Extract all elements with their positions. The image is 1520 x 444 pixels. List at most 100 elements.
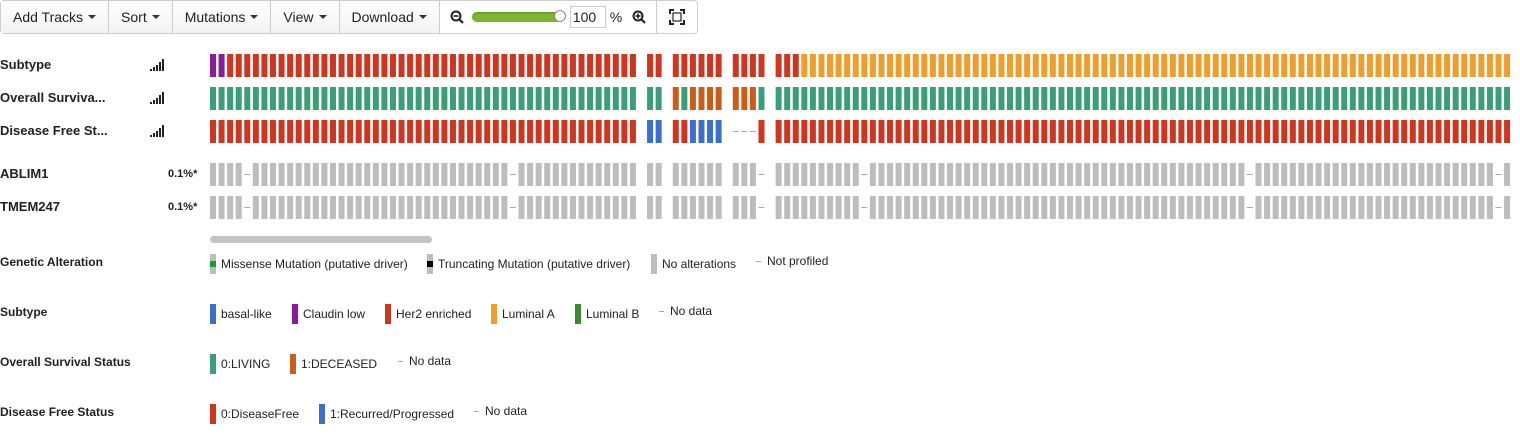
signal-bars-icon[interactable] (150, 59, 165, 71)
oncoprint-cell (1101, 120, 1108, 143)
oncoprint-cell (1324, 196, 1331, 219)
oncoprint-cell (1221, 196, 1228, 219)
oncoprint-cell (1418, 163, 1425, 186)
oncoprint-cell (1126, 120, 1133, 143)
legend-item-living: 0:LIVING (210, 354, 270, 374)
oncoprint-grid[interactable] (0, 0, 1520, 230)
oncoprint-cell (1452, 163, 1459, 186)
oncoprint-cell (527, 54, 534, 77)
oncoprint-cell (595, 87, 602, 110)
download-button[interactable]: Download (339, 1, 440, 33)
zoom-slider[interactable] (471, 10, 566, 22)
oncoprint-cell (1384, 87, 1391, 110)
legend-item-recurred: 1:Recurred/Progressed (319, 404, 454, 424)
oncoprint-cell (715, 196, 722, 219)
oncoprint-cell-no-data (732, 131, 739, 132)
oncoprint-cell (1375, 87, 1382, 110)
oncoprint-cell (372, 87, 379, 110)
swatch (385, 304, 391, 324)
oncoprint-cell (1469, 163, 1476, 186)
oncoprint-cell (1504, 54, 1511, 77)
oncoprint-cell (1281, 120, 1288, 143)
track-label-gene-tmem247[interactable]: TMEM247 (0, 199, 60, 214)
oncoprint-cell (1109, 120, 1116, 143)
chevron-down-icon (418, 15, 427, 19)
oncoprint-cell (1152, 196, 1159, 219)
fit-to-screen-button[interactable] (657, 1, 697, 33)
mutations-button[interactable]: Mutations (172, 1, 272, 33)
add-tracks-button[interactable]: Add Tracks (1, 1, 110, 33)
oncoprint-cell (484, 196, 491, 219)
oncoprint-cell (1409, 163, 1416, 186)
oncoprint-cell (304, 54, 311, 77)
oncoprint-cell (424, 54, 431, 77)
oncoprint-cell (1255, 54, 1262, 77)
oncoprint-cell (1041, 120, 1048, 143)
track-label-overall-survival[interactable]: Overall Surviva... (0, 90, 106, 105)
oncoprint-cell (1186, 87, 1193, 110)
oncoprint-cell (1375, 196, 1382, 219)
signal-bars-icon[interactable] (150, 125, 165, 137)
oncoprint-cell (1032, 54, 1039, 77)
oncoprint-cell (1067, 163, 1073, 186)
oncoprint-cell (1478, 196, 1485, 219)
oncoprint-cell (569, 163, 576, 186)
oncoprint-cell (304, 163, 311, 186)
oncoprint-cell (1349, 196, 1356, 219)
oncoprint-cell (1075, 120, 1082, 143)
oncoprint-cell (844, 120, 851, 143)
oncoprint-cell (672, 163, 679, 186)
oncoprint-cell (578, 196, 585, 219)
oncoprint-cell (612, 120, 619, 143)
oncoprint-cell (467, 196, 474, 219)
oncoprint-cell (749, 196, 756, 219)
track-label-gene-ablim1[interactable]: ABLIM1 (0, 166, 49, 181)
oncoprint-cell (544, 54, 551, 77)
oncoprint-cell (312, 54, 319, 77)
zoom-in-icon[interactable] (632, 10, 647, 24)
signal-bars-icon[interactable] (150, 92, 165, 104)
zoom-out-icon[interactable] (450, 10, 464, 24)
oncoprint-cell (561, 196, 568, 219)
oncoprint-cell (261, 54, 268, 77)
oncoprint-cell (1212, 163, 1219, 186)
oncoprint-cell (852, 196, 859, 219)
oncoprint-cell (1178, 120, 1185, 143)
oncoprint-cell (681, 87, 688, 110)
oncoprint-cell (1315, 54, 1322, 77)
oncoprint-cell (1384, 54, 1391, 77)
oncoprint-cell (1161, 196, 1168, 219)
oncoprint-cell (449, 120, 456, 143)
oncoprint-cell (1504, 196, 1511, 219)
oncoprint-cell (921, 87, 928, 110)
zoom-input[interactable]: 100 (569, 6, 606, 28)
oncoprint-cell (329, 196, 336, 219)
oncoprint-cell (484, 87, 491, 110)
oncoprint-cell (578, 87, 585, 110)
sort-button[interactable]: Sort (109, 1, 173, 33)
oncoprint-cell (244, 54, 251, 77)
oncoprint-cell (398, 54, 405, 77)
oncoprint-cell (698, 163, 705, 186)
track-label-disease-free[interactable]: Disease Free St... (0, 123, 108, 138)
oncoprint-cell (1375, 163, 1382, 186)
oncoprint-cell (852, 163, 859, 186)
oncoprint-cell (527, 87, 534, 110)
no-alterations-swatch (651, 254, 657, 274)
oncoprint-cell (1289, 163, 1296, 186)
horizontal-scrollbar[interactable] (210, 236, 432, 243)
oncoprint-cell (1126, 87, 1133, 110)
track-label-subtype[interactable]: Subtype (0, 57, 52, 72)
oncoprint-cell (1315, 120, 1322, 143)
zoom-slider-handle[interactable] (553, 10, 566, 22)
oncoprint-cell-no-data (509, 207, 516, 208)
oncoprint-cell (1306, 87, 1313, 110)
view-button[interactable]: View (271, 1, 340, 33)
oncoprint-cell (1366, 120, 1373, 143)
oncoprint-cell (1152, 120, 1159, 143)
oncoprint-cell (972, 196, 979, 219)
oncoprint-cell (912, 120, 919, 143)
oncoprint-cell (792, 87, 799, 110)
oncoprint-toolbar: Add Tracks Sort Mutations View Download … (0, 0, 699, 34)
oncoprint-cell (629, 87, 636, 110)
